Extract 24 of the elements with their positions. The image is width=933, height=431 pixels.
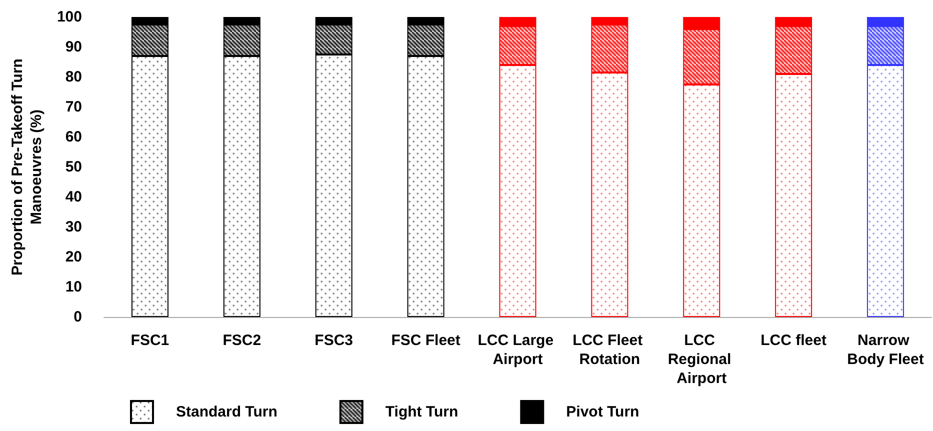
y-tick-label: 80 (65, 68, 82, 86)
y-tick-label: 60 (65, 128, 82, 146)
y-tick-label: 0 (74, 308, 82, 326)
y-tick-label: 30 (65, 218, 82, 236)
x-tick-label: LCC Regional Airport (668, 332, 736, 387)
y-axis-title: Proportion of Pre-Takeoff Turn Manoeuvres (%) (9, 58, 45, 276)
x-tick-label: FSC2 (222, 332, 262, 349)
x-tick-label: Narrow Body Fleet (847, 332, 924, 368)
y-tick-label: 50 (65, 158, 82, 176)
y-tick-label: 10 (65, 278, 82, 296)
x-tick-label: LCC Fleet Rotation (572, 332, 647, 368)
y-tick-label: 70 (65, 98, 82, 116)
x-tick-label: LCC fleet (760, 332, 826, 349)
y-tick-label: 20 (65, 248, 82, 266)
y-tick-label: 100 (56, 8, 82, 26)
legend-label: Pivot Turn (566, 404, 640, 420)
x-tick-label: FSC3 (314, 332, 354, 349)
x-tick-label: FSC Fleet (391, 332, 460, 349)
legend-label: Tight Turn (385, 404, 458, 420)
x-tick-label: LCC Large Airport (478, 332, 558, 368)
legend-label: Standard Turn (176, 404, 278, 420)
x-tick-label: FSC1 (130, 332, 170, 349)
y-tick-label: 40 (65, 188, 82, 206)
y-tick-label: 90 (65, 38, 82, 56)
